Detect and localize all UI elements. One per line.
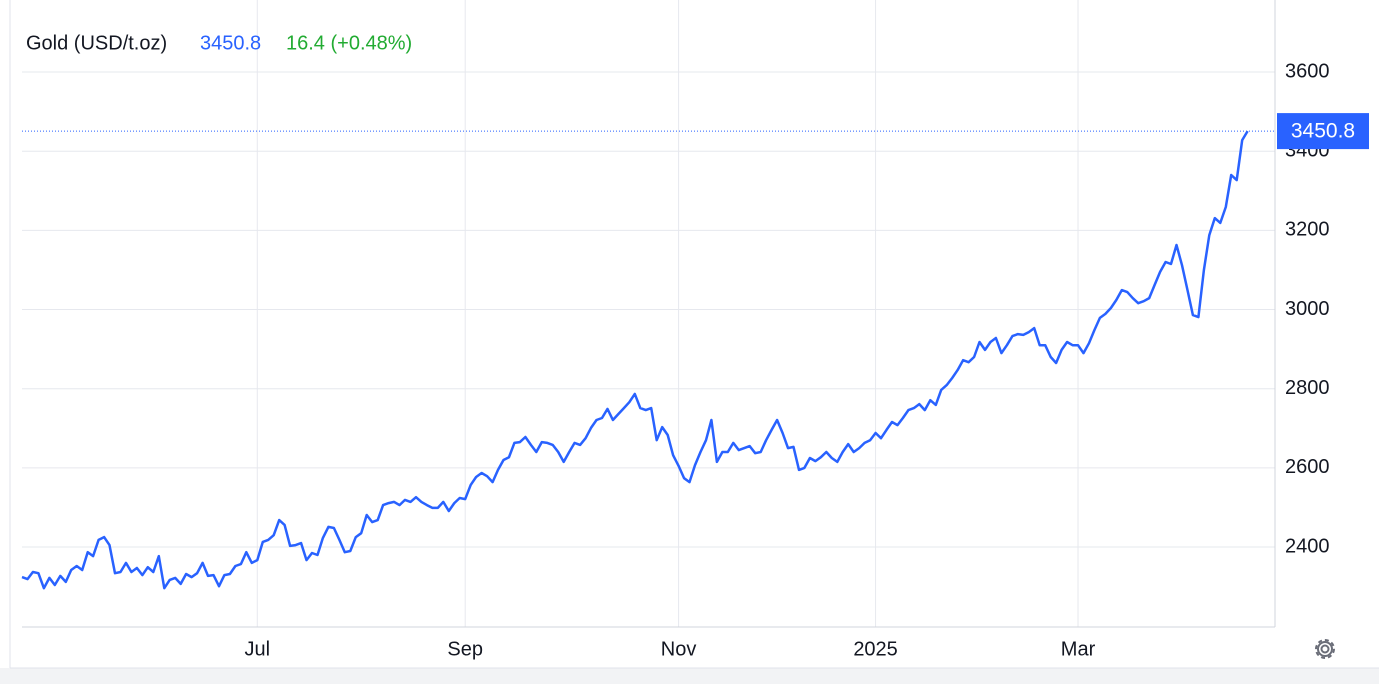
y-tick-label: 3000: [1285, 298, 1330, 320]
x-tick-label: Mar: [1061, 638, 1096, 660]
settings-icon[interactable]: [1315, 639, 1335, 659]
y-tick-label: 2800: [1285, 377, 1330, 399]
y-tick-label: 2600: [1285, 456, 1330, 478]
x-tick-label: 2025: [853, 638, 898, 660]
last-price-box: [1277, 113, 1369, 150]
legend-name: Gold (USD/t.oz): [26, 32, 167, 54]
legend-price: 3450.8: [200, 32, 261, 54]
grid: [22, 0, 1275, 627]
plot: [21, 130, 1275, 590]
price-line: [21, 130, 1249, 590]
y-tick-label: 2400: [1285, 535, 1330, 557]
x-tick-label: Jul: [244, 638, 270, 660]
last-price-label: 3450.8: [1291, 120, 1355, 143]
y-tick-label: 3600: [1285, 60, 1330, 82]
x-tick-label: Sep: [447, 638, 483, 660]
y-tick-label: 3200: [1285, 219, 1330, 241]
legend-change: 16.4 (+0.48%): [286, 32, 412, 54]
footer-strip: [0, 668, 1379, 684]
x-tick-label: Nov: [661, 638, 697, 660]
